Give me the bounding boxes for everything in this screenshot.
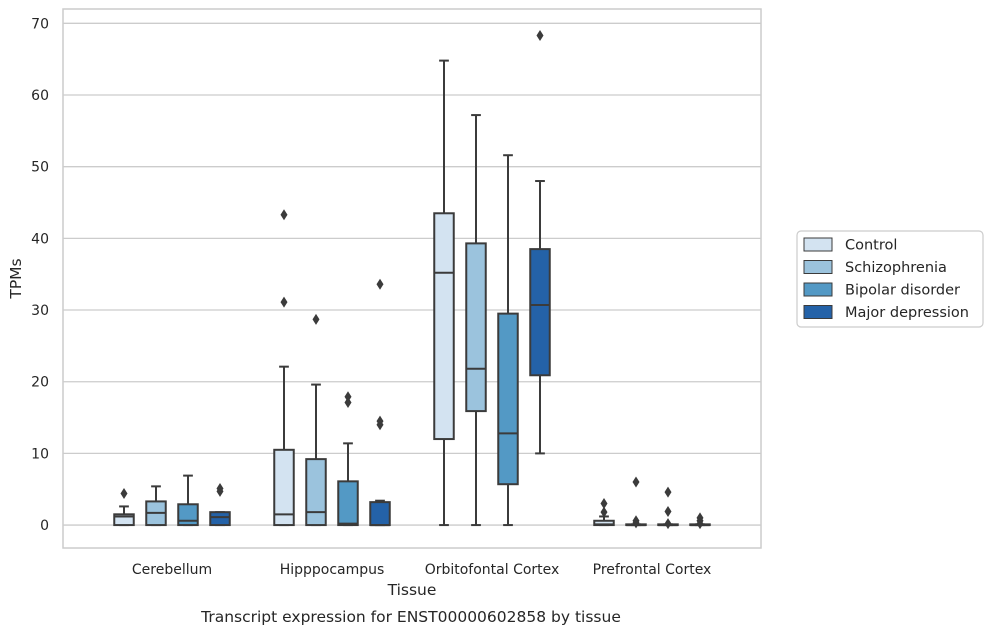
legend-swatch	[803, 282, 833, 297]
outlier	[600, 506, 608, 518]
legend-swatch	[803, 260, 833, 274]
box-2-2	[497, 154, 519, 527]
box	[273, 448, 295, 527]
box-2-0	[177, 474, 199, 527]
y-tick-label: 70	[31, 16, 49, 32]
outlier	[344, 391, 352, 403]
outlier	[120, 488, 128, 500]
legend-label: Major depression	[845, 305, 969, 321]
outlier	[312, 313, 320, 325]
box-1-1	[305, 313, 327, 527]
box	[305, 458, 327, 527]
x-tick-label: Prefrontal Cortex	[593, 562, 712, 578]
outlier	[600, 498, 608, 510]
outlier	[664, 486, 672, 498]
box-1-3	[625, 476, 647, 529]
box-0-0	[113, 488, 135, 527]
legend: Control Schizophrenia Bipolar disorder Majo…	[796, 230, 984, 328]
box	[497, 312, 519, 486]
x-tick-label: Hipppocampus	[280, 562, 385, 578]
y-tick-label: 0	[40, 518, 49, 534]
box	[433, 212, 455, 441]
y-tick-label: 20	[31, 375, 49, 391]
box-3-2	[529, 30, 551, 455]
outlier	[344, 396, 352, 408]
box-0-1	[273, 209, 295, 527]
grid-lines	[63, 22, 761, 526]
y-tick-label: 10	[31, 446, 49, 462]
legend-label: Control	[845, 238, 897, 254]
box-1-0	[145, 485, 167, 527]
box-1-2	[465, 114, 487, 527]
y-tick-label: 60	[31, 88, 49, 104]
outlier	[376, 415, 384, 427]
box-2-1	[337, 391, 359, 527]
x-tick-label: Cerebellum	[132, 562, 212, 578]
box	[209, 511, 231, 527]
outlier	[664, 518, 672, 530]
y-tick-label: 30	[31, 303, 49, 319]
box-3-1	[369, 278, 391, 527]
box-0-2	[433, 59, 455, 527]
box	[369, 501, 391, 527]
box	[177, 503, 199, 527]
x-tick-label: Orbitofontal Cortex	[425, 562, 560, 578]
chart-caption: Transcript expression for ENST0000060285…	[200, 608, 621, 626]
outlier	[696, 512, 704, 524]
y-tick-label: 40	[31, 231, 49, 247]
x-axis-label: Tissue	[387, 581, 437, 599]
outlier	[216, 483, 224, 495]
legend-label: Schizophrenia	[845, 260, 947, 276]
y-axis-label: TPMs	[7, 258, 25, 299]
y-tick-label: 50	[31, 160, 49, 176]
outlier	[632, 515, 640, 527]
outlier	[664, 505, 672, 517]
x-tick-labels: Cerebellum Hipppocampus Orbitofontal Corte…	[132, 562, 711, 578]
legend-frame	[796, 230, 984, 328]
outlier	[536, 30, 544, 42]
outlier	[280, 209, 288, 221]
box	[529, 248, 551, 377]
outlier	[280, 296, 288, 308]
box	[465, 242, 487, 413]
outlier	[376, 278, 384, 290]
box-3-0	[209, 483, 231, 527]
box-groups	[113, 30, 711, 530]
legend-label: Bipolar disorder	[845, 283, 960, 299]
box	[337, 480, 359, 527]
legend-swatch	[803, 237, 833, 252]
box	[113, 513, 135, 527]
legend-swatch	[803, 305, 833, 319]
box-0-3	[593, 498, 615, 527]
plot-frame	[62, 8, 762, 549]
box-3-3	[689, 512, 711, 530]
box-2-3	[657, 486, 679, 530]
outlier	[632, 476, 640, 488]
y-tick-labels: 0 10 20 30 40 50 60 70	[31, 16, 49, 534]
